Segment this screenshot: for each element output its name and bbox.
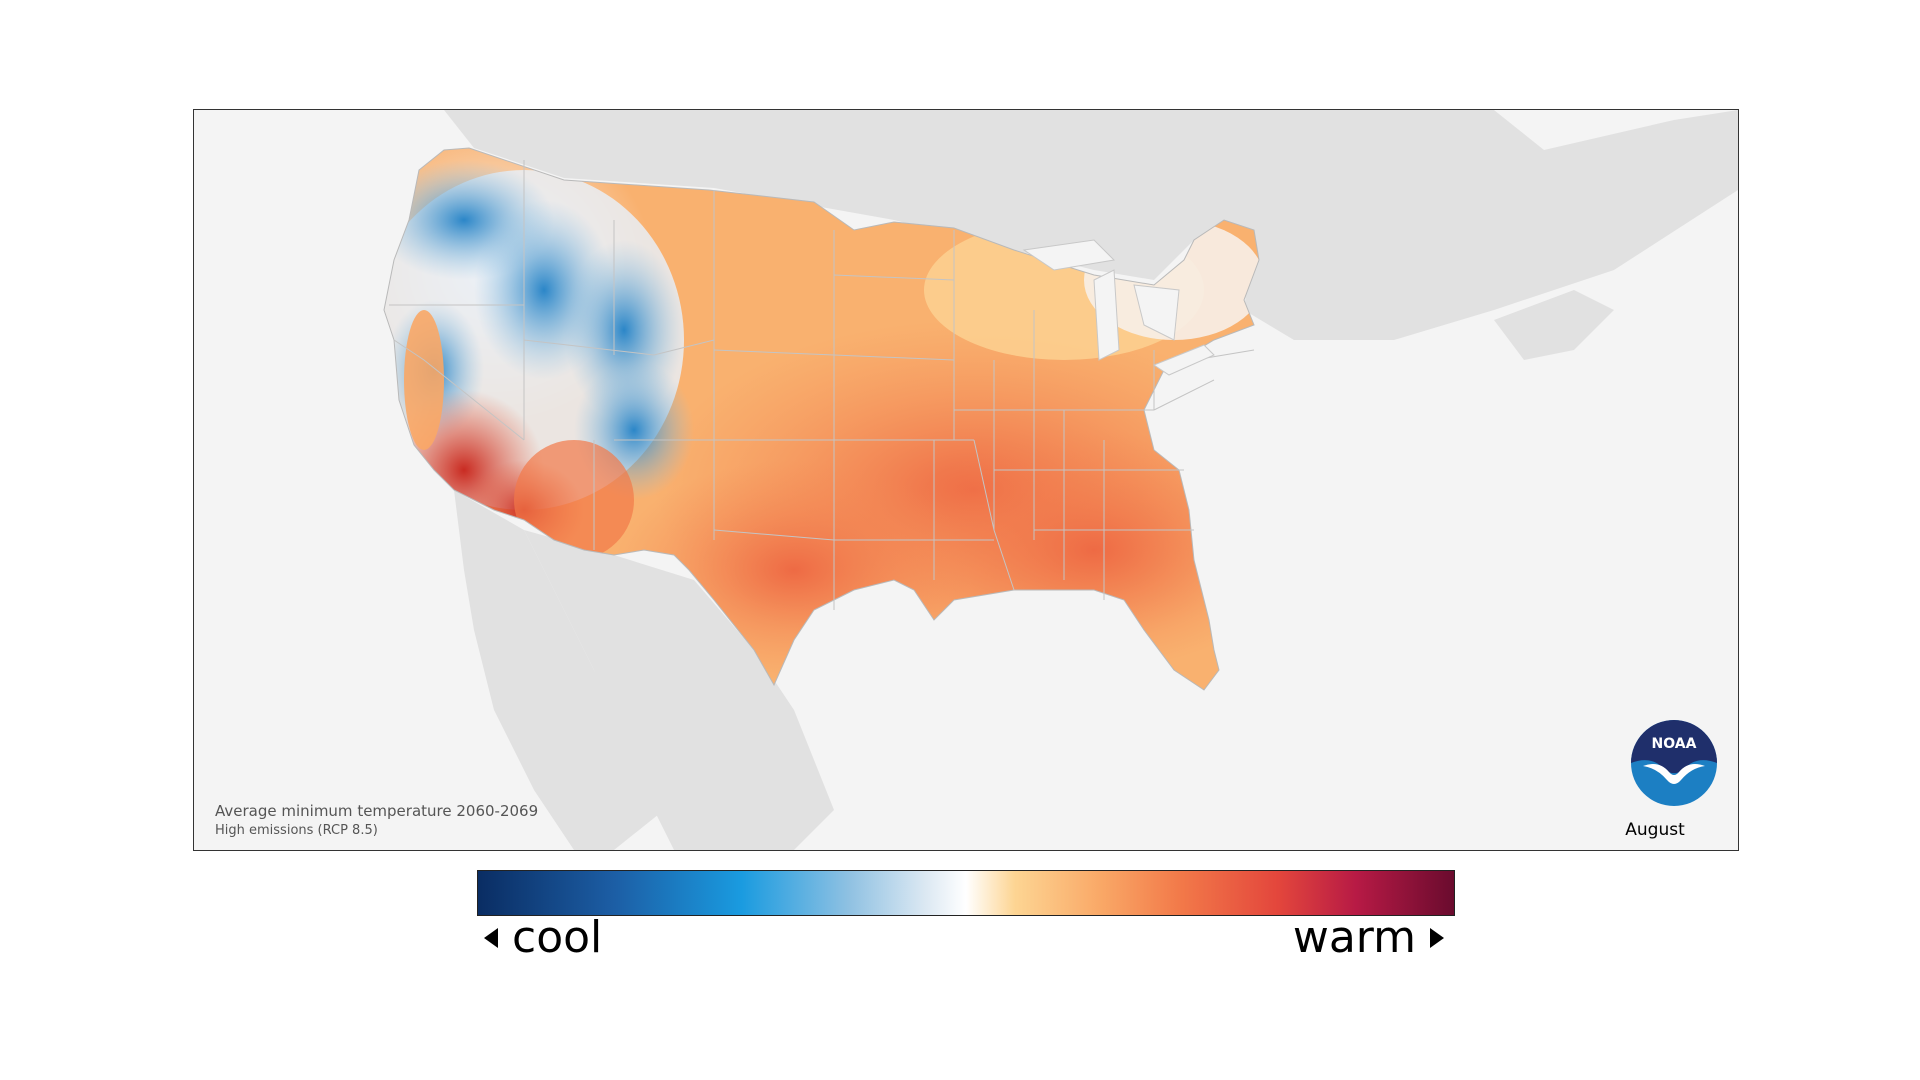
noaa-logo-text: NOAA bbox=[1652, 736, 1697, 752]
caption-title: Average minimum temperature 2060-2069 bbox=[215, 802, 539, 820]
map-frame: Average minimum temperature 2060-2069 Hi… bbox=[193, 109, 1739, 851]
us-outline bbox=[383, 147, 1260, 691]
legend-cool-label: cool bbox=[512, 912, 603, 963]
color-scale-bar bbox=[477, 870, 1455, 916]
surrounding-land bbox=[394, 110, 1738, 850]
legend-warm-label: warm bbox=[1292, 912, 1416, 963]
temperature-map bbox=[383, 110, 1738, 850]
triangle-right-icon bbox=[1430, 927, 1444, 948]
state-borders bbox=[389, 160, 1255, 610]
legend-cool: cool bbox=[484, 912, 602, 963]
legend-warm: warm bbox=[1293, 912, 1444, 963]
noaa-logo-icon: NOAA bbox=[1631, 720, 1717, 806]
month-label: August bbox=[1625, 820, 1685, 840]
caption-scenario: High emissions (RCP 8.5) bbox=[215, 823, 378, 838]
map-caption: Average minimum temperature 2060-2069 Hi… bbox=[215, 802, 538, 838]
triangle-left-icon bbox=[484, 927, 498, 948]
great-lakes bbox=[1022, 239, 1215, 376]
